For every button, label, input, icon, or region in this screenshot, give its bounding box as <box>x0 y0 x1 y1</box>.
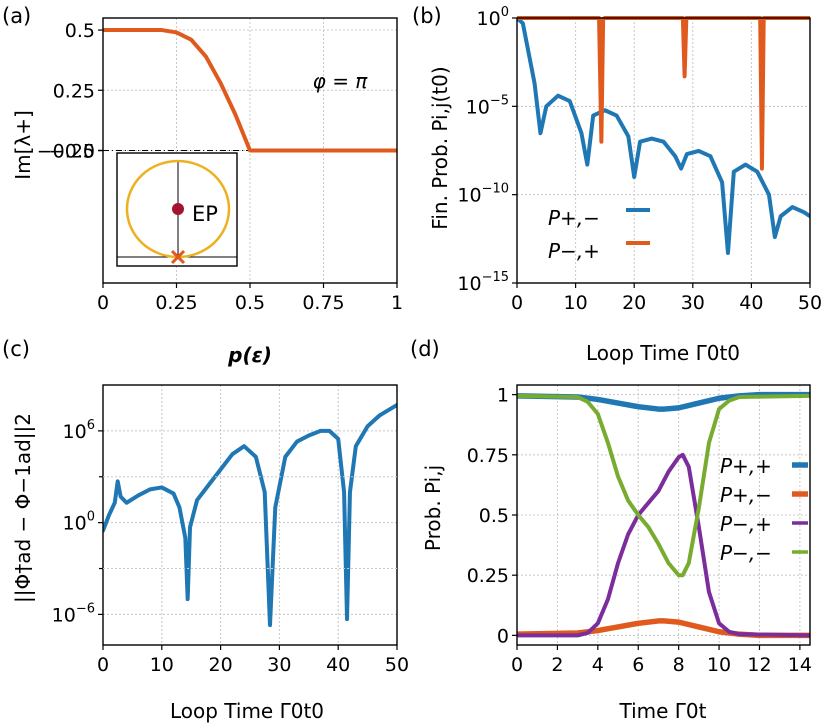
b-legend-label-0: P+,− <box>548 206 600 230</box>
a-inset-start-cross <box>170 249 186 265</box>
a-ytick-label-3: −0.25 <box>37 141 95 163</box>
b-series-1 <box>517 16 810 171</box>
b-xtick-label-4: 40 <box>739 292 763 314</box>
a-xlabel: p(ε) <box>227 343 272 367</box>
panel-a: 0 0.25 0.5 0.75 10.50.250−0.25−0.5 <box>37 17 403 314</box>
c-xtick-label-1: 10 <box>150 654 174 676</box>
c-frame <box>102 384 398 646</box>
d-xtick-label-4: 8 <box>673 654 685 676</box>
panel-label-d: (d) <box>410 337 440 361</box>
a-xtick-label-3: 0.75 <box>302 292 344 314</box>
d-xtick-label-3: 6 <box>632 654 644 676</box>
a-ytick-label-4: −0.5 <box>49 141 95 163</box>
c-ytick-label-2: 10−6 <box>52 601 95 626</box>
a-annotation: φ = π <box>313 69 369 93</box>
panel-b: 0 10 20 30 40 50 100 10−5 10−10 10−15 <box>457 5 822 314</box>
c-xtick-label-4: 40 <box>326 654 350 676</box>
d-ytick-label-4: 0 <box>497 625 509 647</box>
d-ytick-label-3: 0.25 <box>467 565 509 587</box>
d-ytick-label-1: 0.75 <box>467 445 509 467</box>
d-xtick-label-7: 14 <box>788 654 812 676</box>
c-xtick-label-5: 50 <box>385 654 409 676</box>
a-ytick-label-2: 0 <box>83 141 95 163</box>
d-ylabel: Prob. Pi,j <box>421 465 445 551</box>
c-xlabel: Loop Time Γ0t0 <box>170 699 324 723</box>
a-series-0 <box>103 28 397 153</box>
panel-d: 0 2 4 6 8 10 12 14 1 0.75 0.5 0.25 0 <box>467 384 812 676</box>
a-xtick-label-2: 0.5 <box>235 292 265 314</box>
d-xtick-label-5: 10 <box>707 654 731 676</box>
c-series-0 <box>103 402 397 628</box>
c-xtick-label-2: 20 <box>209 654 233 676</box>
b-xtick-label-0: 0 <box>511 292 523 314</box>
b-xtick-label-1: 10 <box>564 292 588 314</box>
a-ylabel: Im[λ+] <box>11 110 35 180</box>
b-ylabel: Fin. Prob. Pi,j(t0) <box>428 66 452 229</box>
a-xtick-label-1: 0.25 <box>155 292 197 314</box>
a-inset-ep-dot <box>172 203 184 215</box>
a-inset-ep-label: EP <box>192 202 218 226</box>
c-xtick-label-3: 30 <box>267 654 291 676</box>
d-legend-label-1: P+,− <box>720 483 772 507</box>
a-xtick-label-4: 1 <box>391 292 403 314</box>
d-series-3 <box>517 393 810 578</box>
c-ylabel: ||Φ†ad − Φ−1ad||2 <box>11 413 35 603</box>
c-xtick-label-0: 0 <box>97 654 109 676</box>
b-ytick-label-3: 10−15 <box>457 270 509 295</box>
b-ytick-label-0: 100 <box>477 5 509 30</box>
d-legend-label-0: P+,+ <box>720 454 772 478</box>
c-ytick-label-0: 106 <box>63 418 95 443</box>
d-ytick-label-2: 0.5 <box>479 505 509 527</box>
b-ytick-label-2: 10−10 <box>457 182 509 207</box>
b-frame <box>516 17 811 284</box>
a-ytick-label-0: 0.5 <box>65 20 95 42</box>
d-xtick-label-2: 4 <box>592 654 604 676</box>
b-series-0 <box>517 16 810 255</box>
d-series-2 <box>517 452 810 638</box>
d-xtick-label-0: 0 <box>511 654 523 676</box>
panel-label-b: (b) <box>412 4 442 28</box>
d-xlabel: Time Γ0t <box>618 699 706 723</box>
d-legend-label-3: P−,− <box>720 541 772 565</box>
b-xlabel: Loop Time Γ0t0 <box>586 341 740 365</box>
d-xtick-label-6: 12 <box>747 654 771 676</box>
d-xtick-label-1: 2 <box>551 654 563 676</box>
b-xtick-label-3: 30 <box>681 292 705 314</box>
b-xtick-label-5: 50 <box>798 292 822 314</box>
c-ytick-label-1: 100 <box>63 510 95 535</box>
panel-label-c: (c) <box>2 337 30 361</box>
b-ytick-label-1: 10−5 <box>466 93 509 118</box>
b-xtick-label-2: 20 <box>622 292 646 314</box>
a-ytick-label-1: 0.25 <box>53 80 95 102</box>
d-legend-label-2: P−,+ <box>720 512 772 536</box>
d-ytick-label-0: 1 <box>497 385 509 407</box>
panel-label-a: (a) <box>2 4 31 28</box>
b-legend-label-1: P−,+ <box>548 239 600 263</box>
a-xtick-label-0: 0 <box>97 292 109 314</box>
panel-c: 0 10 20 30 40 50 106 100 10−6 <box>52 384 409 676</box>
